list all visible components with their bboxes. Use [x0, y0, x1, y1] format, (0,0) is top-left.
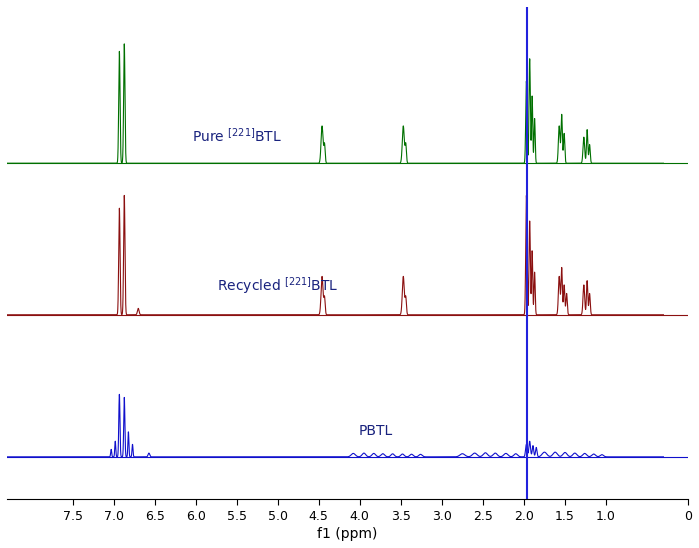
Text: Pure $^{[221]}$BTL: Pure $^{[221]}$BTL	[192, 127, 282, 144]
Text: PBTL: PBTL	[359, 424, 394, 438]
Text: Recycled $^{[221]}$BTL: Recycled $^{[221]}$BTL	[217, 275, 338, 296]
X-axis label: f1 (ppm): f1 (ppm)	[317, 527, 377, 541]
